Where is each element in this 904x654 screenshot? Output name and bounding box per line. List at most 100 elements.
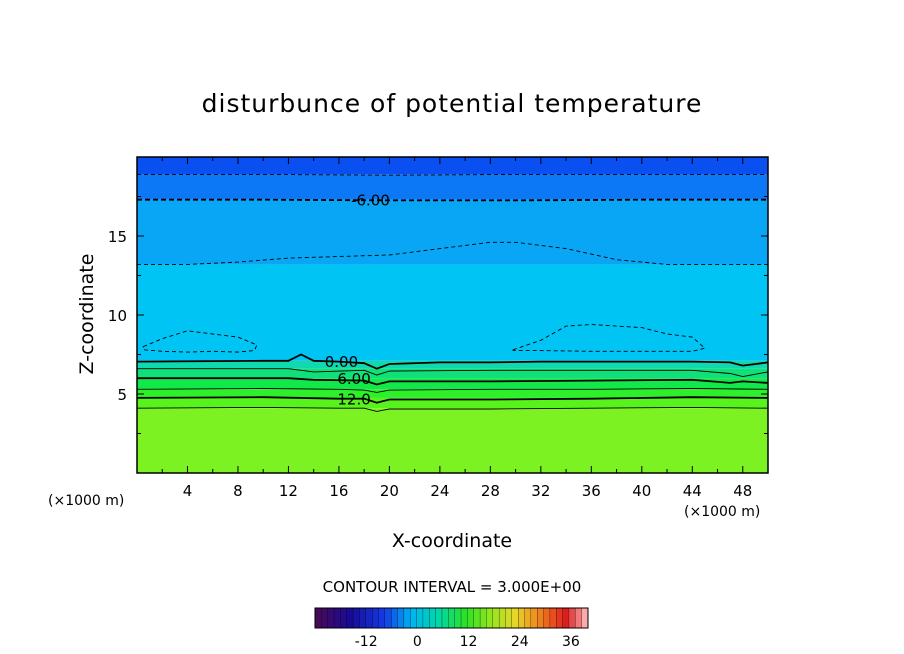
colorbar-swatch bbox=[441, 607, 449, 629]
colorbar-tick-label: 24 bbox=[511, 634, 529, 650]
color-band bbox=[137, 368, 768, 379]
contour-labels: -6.00 0.006.00 12.0 bbox=[325, 192, 390, 409]
contour-label: -6.00 bbox=[351, 192, 390, 210]
colorbar-swatch bbox=[422, 607, 430, 629]
chart-title: disturbunce of potential temperature bbox=[202, 89, 703, 118]
colorbar-swatch bbox=[486, 607, 494, 629]
colorbar-swatch bbox=[524, 607, 532, 629]
color-bands bbox=[137, 157, 768, 473]
contour-line bbox=[137, 388, 768, 393]
x-tick-label: 16 bbox=[329, 482, 348, 500]
x-tick-label: 4 bbox=[183, 482, 193, 500]
color-band bbox=[137, 378, 768, 390]
color-band bbox=[137, 264, 768, 361]
x-tick-label: 36 bbox=[582, 482, 601, 500]
contour-label: 0.00 bbox=[325, 353, 358, 371]
plot-area bbox=[137, 157, 768, 473]
contour-lines bbox=[137, 173, 768, 412]
colorbar-swatch bbox=[460, 607, 468, 629]
colorbar-swatch bbox=[479, 607, 487, 629]
colorbar-swatch bbox=[518, 607, 525, 629]
contour-interval-label: CONTOUR INTERVAL = 3.000E+00 bbox=[323, 578, 582, 596]
colorbar-swatch bbox=[397, 607, 405, 629]
contour-line bbox=[512, 324, 706, 352]
colorbar-swatch bbox=[429, 607, 437, 629]
y-axis-ticks: 5 10 15 bbox=[108, 196, 768, 434]
color-band bbox=[137, 174, 768, 200]
colorbar-ticks: -12 0 12 24 36 bbox=[355, 634, 580, 650]
x-tick-label: 48 bbox=[733, 482, 752, 500]
colorbar-swatch bbox=[365, 607, 373, 629]
colorbar-swatch bbox=[581, 607, 589, 629]
colorbar-swatch bbox=[511, 607, 519, 629]
colorbar-swatch bbox=[568, 607, 576, 629]
contour-line bbox=[137, 406, 768, 412]
y-tick-label: 15 bbox=[108, 228, 127, 246]
x-tick-label: 28 bbox=[481, 482, 500, 500]
x-tick-label: 24 bbox=[430, 482, 449, 500]
y-tick-label: 10 bbox=[108, 307, 127, 325]
x-axis-unit-label: (×1000 m) bbox=[48, 493, 124, 509]
y-axis-label: Z-coordinate bbox=[76, 254, 98, 375]
colorbar-swatch bbox=[505, 607, 513, 629]
colorbar-tick-label: 12 bbox=[460, 634, 478, 650]
colorbar-swatch bbox=[537, 607, 545, 629]
x-tick-label: 8 bbox=[233, 482, 243, 500]
y-tick-label: 5 bbox=[117, 386, 127, 404]
color-band bbox=[137, 157, 768, 175]
x-tick-label: 12 bbox=[279, 482, 298, 500]
contour-line bbox=[137, 396, 768, 404]
contour-line bbox=[137, 377, 768, 386]
colorbar-frame bbox=[314, 607, 589, 629]
colorbar-swatch bbox=[562, 607, 570, 629]
colorbar-swatch bbox=[556, 607, 564, 629]
colorbar-swatch bbox=[352, 607, 360, 629]
x-tick-label: 32 bbox=[531, 482, 550, 500]
contour-label: 12.0 bbox=[337, 391, 370, 409]
colorbar-swatch bbox=[378, 607, 386, 629]
contour-label: 6.00 bbox=[337, 370, 370, 388]
colorbar-tick-label: 36 bbox=[562, 634, 580, 650]
colorbar-swatch bbox=[575, 607, 583, 629]
colorbar-swatch bbox=[327, 607, 335, 629]
contour-line bbox=[137, 198, 768, 202]
colorbar-swatch bbox=[359, 607, 367, 629]
colorbar-swatch bbox=[549, 607, 557, 629]
colorbar-swatch bbox=[454, 607, 462, 629]
colorbar-swatch bbox=[371, 607, 379, 629]
x-axis-label: X-coordinate bbox=[392, 530, 512, 552]
x-tick-label: 20 bbox=[380, 482, 399, 500]
colorbar-swatch bbox=[321, 607, 329, 629]
colorbar bbox=[314, 607, 589, 629]
y-axis-unit-label: (×1000 m) bbox=[684, 504, 760, 520]
colorbar-swatch bbox=[314, 607, 322, 629]
colorbar-tick-label: 0 bbox=[413, 634, 422, 650]
contour-line bbox=[137, 173, 768, 176]
x-axis-ticks: 4 8 12 16 20 24 28 32 36 40 44 48 bbox=[161, 157, 752, 500]
contour-line bbox=[137, 241, 768, 265]
x-tick-label: 40 bbox=[632, 482, 651, 500]
color-band bbox=[137, 360, 768, 369]
x-tick-label: 44 bbox=[683, 482, 702, 500]
colorbar-swatch bbox=[543, 607, 551, 629]
color-band bbox=[137, 408, 768, 473]
color-band bbox=[137, 199, 768, 265]
colorbar-swatch bbox=[340, 607, 348, 629]
colorbar-swatch bbox=[346, 607, 354, 629]
colorbar-tick-label: -12 bbox=[355, 634, 378, 650]
colorbar-swatch bbox=[498, 607, 506, 629]
colorbar-swatch bbox=[384, 607, 392, 629]
colorbar-swatch bbox=[391, 607, 398, 629]
colorbar-swatch bbox=[416, 607, 424, 629]
color-band bbox=[137, 389, 768, 398]
contour-line bbox=[137, 368, 768, 378]
contour-line bbox=[137, 353, 768, 370]
colorbar-swatch bbox=[530, 607, 538, 629]
colorbar-swatch bbox=[410, 607, 418, 629]
colorbar-swatch bbox=[333, 607, 341, 629]
colorbar-swatch bbox=[467, 607, 475, 629]
colorbar-swatch bbox=[435, 607, 443, 629]
colorbar-swatch bbox=[492, 607, 500, 629]
colorbar-swatch bbox=[403, 607, 411, 629]
